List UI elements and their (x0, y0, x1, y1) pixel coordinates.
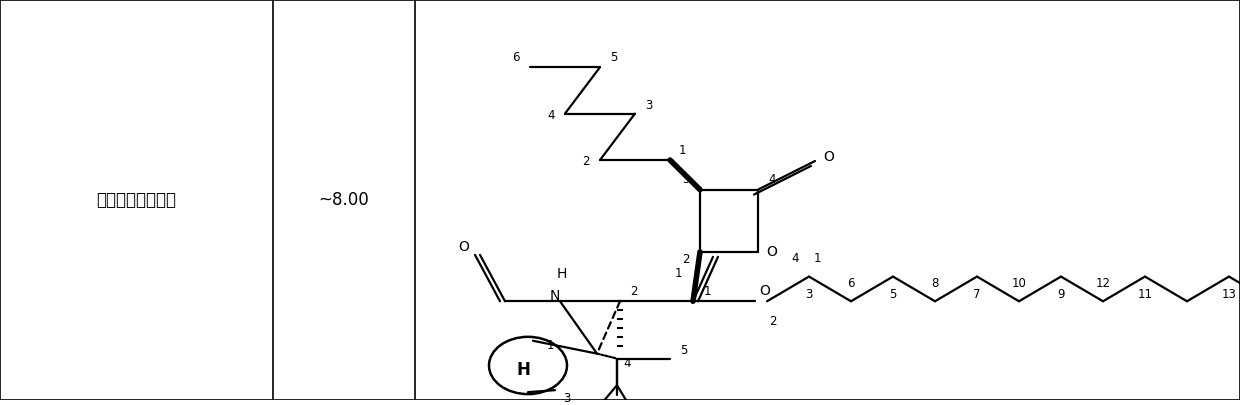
Text: 7: 7 (973, 288, 981, 301)
Text: 3: 3 (563, 392, 570, 405)
Text: 3: 3 (805, 288, 812, 301)
Text: H: H (557, 266, 567, 281)
Text: O: O (766, 245, 777, 259)
Text: 1: 1 (703, 285, 711, 298)
Text: 4: 4 (547, 109, 554, 122)
Text: 2: 2 (583, 156, 590, 168)
Text: 1: 1 (675, 267, 682, 280)
Text: 含奥利司他的共晶: 含奥利司他的共晶 (97, 191, 176, 209)
Text: ~8.00: ~8.00 (319, 191, 370, 209)
Text: 4: 4 (769, 173, 776, 186)
Text: 4: 4 (624, 357, 631, 370)
Text: 1: 1 (678, 144, 686, 157)
Text: 5: 5 (610, 51, 618, 64)
Text: O: O (459, 240, 470, 254)
Text: N: N (549, 289, 560, 303)
Text: H: H (516, 361, 529, 379)
Text: 1: 1 (813, 252, 821, 265)
Text: 10: 10 (1012, 277, 1027, 290)
Text: 5: 5 (681, 344, 688, 357)
Text: 4: 4 (791, 252, 799, 265)
Text: 1: 1 (547, 339, 554, 352)
Text: 5: 5 (889, 288, 897, 301)
Text: 2: 2 (769, 315, 776, 328)
Text: O: O (760, 284, 770, 298)
Text: 3: 3 (682, 173, 689, 186)
Text: O: O (823, 150, 835, 164)
Text: 9: 9 (1058, 288, 1065, 301)
Text: 8: 8 (931, 277, 939, 290)
Text: 6: 6 (847, 277, 854, 290)
Text: 6: 6 (512, 51, 520, 64)
Text: 2: 2 (682, 253, 689, 266)
Text: 13: 13 (1221, 288, 1236, 301)
Text: 3: 3 (645, 99, 652, 112)
Text: 2: 2 (630, 285, 637, 298)
Text: 12: 12 (1095, 277, 1111, 290)
Text: 11: 11 (1137, 288, 1152, 301)
